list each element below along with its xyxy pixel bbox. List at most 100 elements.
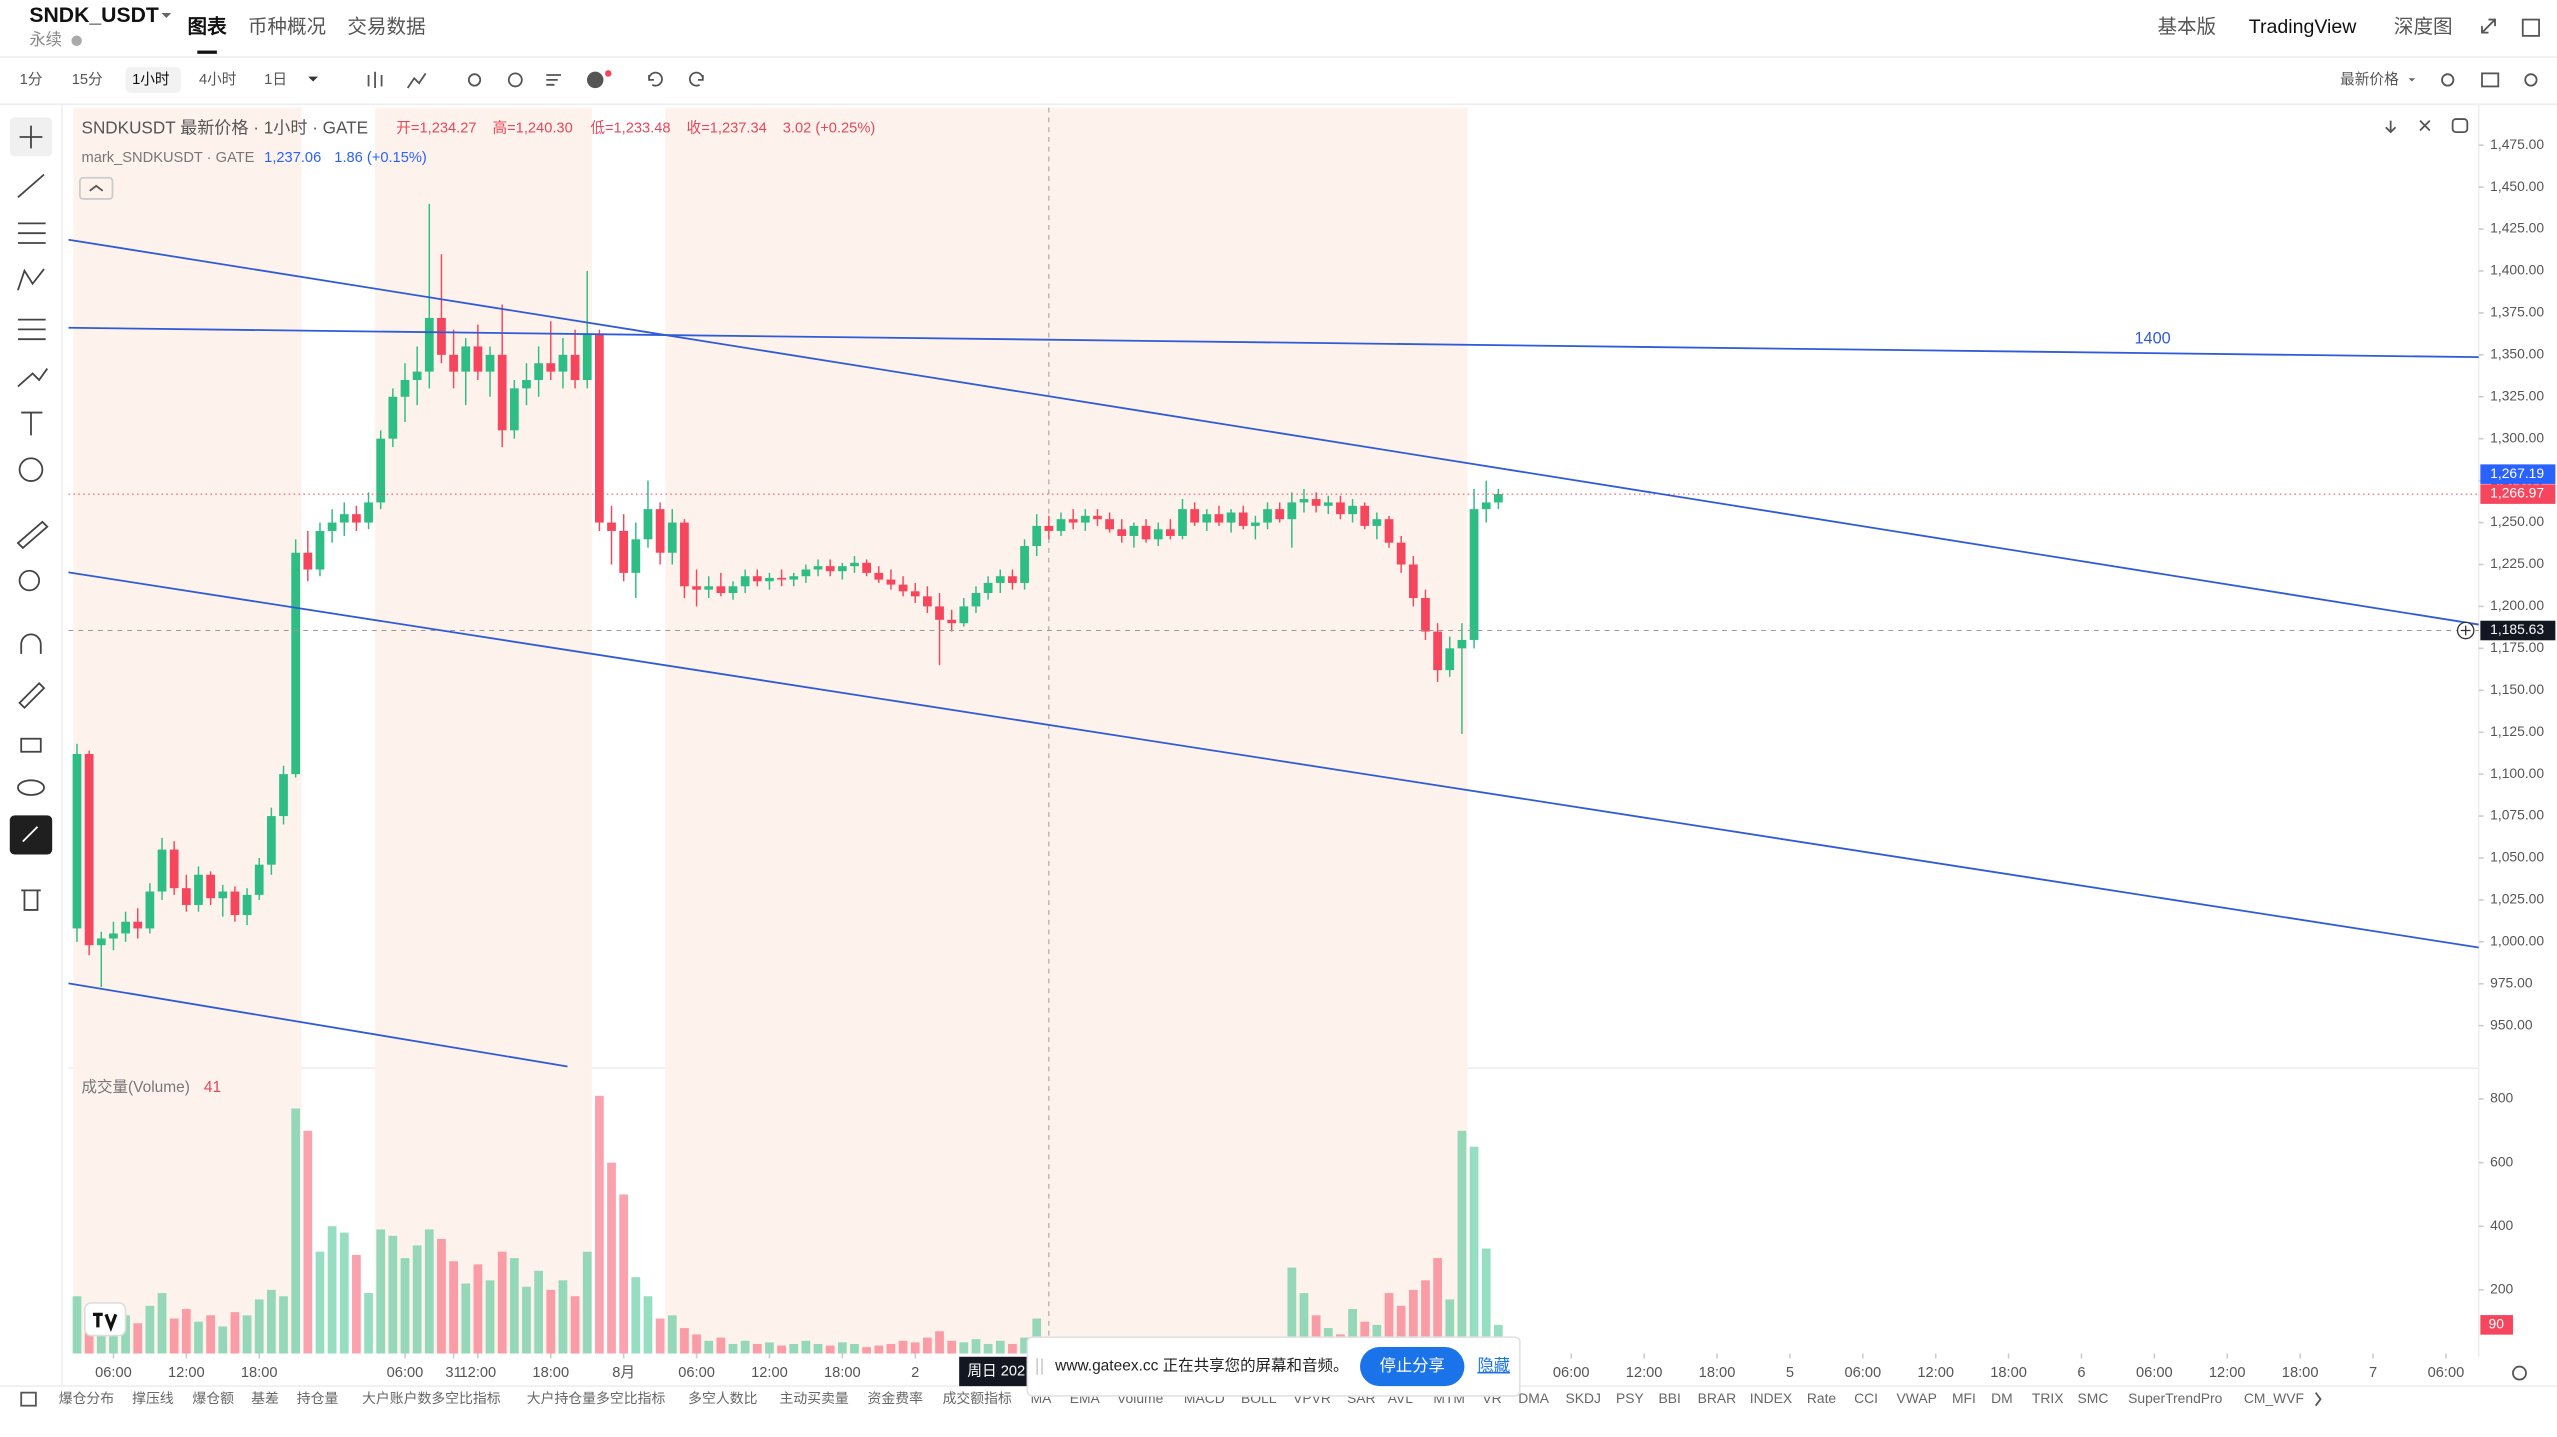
delete-tool[interactable] [21, 889, 41, 911]
indicator[interactable]: SMC [2078, 1390, 2109, 1406]
indicator[interactable]: 主动买卖量 [779, 1390, 848, 1406]
volume-bar [412, 1245, 422, 1354]
indicator[interactable]: 爆仓额 [192, 1390, 234, 1406]
indicator[interactable]: VWAP [1897, 1390, 1937, 1406]
interval[interactable]: 15分 [72, 71, 103, 88]
dropdown[interactable] [308, 76, 318, 82]
redo-icon[interactable] [688, 71, 704, 87]
indicator[interactable]: SKDJ [1566, 1390, 1601, 1406]
indicator[interactable]: 成交额指标 [943, 1390, 1012, 1406]
indicator[interactable]: TRIX [2032, 1390, 2064, 1406]
lock-tool[interactable] [20, 737, 42, 753]
hide-link[interactable]: 隐藏 [1477, 1357, 1510, 1375]
indicator[interactable]: MFI [1952, 1390, 1976, 1406]
interval[interactable]: 1小时 [132, 71, 170, 88]
brush-tool[interactable] [17, 368, 49, 388]
indicator-icon[interactable] [406, 72, 427, 89]
indicator[interactable]: 大户持仓量多空比指标 [527, 1390, 666, 1406]
magnet-tool[interactable] [20, 633, 42, 654]
trend-line[interactable] [68, 238, 2479, 626]
settings-icon[interactable] [2524, 73, 2538, 87]
interval[interactable]: 1日 [264, 72, 287, 88]
volume-bar [631, 1277, 641, 1354]
undo-icon[interactable] [648, 71, 663, 87]
tab[interactable]: 图表 [188, 15, 228, 38]
interval[interactable]: 1分 [20, 71, 43, 88]
maximize-icon[interactable] [2451, 118, 2469, 133]
zoom-tool[interactable] [18, 569, 41, 592]
indicator[interactable]: CM_WVF [2244, 1390, 2304, 1406]
trend-line[interactable] [68, 982, 568, 1068]
emoji-tool[interactable] [18, 457, 44, 482]
nav-link[interactable]: TradingView [2249, 16, 2357, 38]
window-icon[interactable] [2521, 18, 2540, 37]
fib-tool[interactable] [17, 222, 46, 244]
nav-link[interactable]: 深度图 [2394, 16, 2453, 38]
axis-settings[interactable] [2512, 1365, 2527, 1381]
replay-icon[interactable] [507, 72, 523, 88]
projection-tool[interactable] [17, 318, 46, 341]
indicator[interactable]: DMA [1518, 1390, 1550, 1406]
chart-type-icon[interactable] [367, 71, 383, 89]
link-tool[interactable] [22, 826, 39, 843]
x-tick-label: 06:00 [95, 1365, 132, 1381]
candle-body [1384, 519, 1394, 543]
hide-tool[interactable] [17, 779, 45, 796]
indicator[interactable]: BBI [1658, 1390, 1680, 1406]
template-icon[interactable] [546, 74, 561, 86]
candle-body [1275, 509, 1285, 520]
plus [2460, 625, 2471, 636]
candle-body [740, 576, 750, 587]
tab[interactable]: 交易数据 [347, 16, 425, 38]
indicator[interactable]: 多空人数比 [688, 1390, 757, 1406]
indicator[interactable]: 爆仓分布 [59, 1390, 115, 1406]
stop-label[interactable]: 停止分享 [1380, 1357, 1445, 1375]
indicator[interactable]: Rate [1807, 1390, 1837, 1406]
indicator[interactable]: 基差 [251, 1390, 279, 1406]
fullscreen-icon[interactable] [2481, 18, 2496, 34]
indicator[interactable]: 大户账户数多空比指标 [362, 1390, 501, 1406]
search-icon[interactable] [2441, 73, 2455, 87]
stop-button[interactable] [1360, 1346, 1465, 1387]
indicator[interactable]: PSY [1616, 1390, 1644, 1406]
lock-draw-tool[interactable] [18, 682, 46, 710]
alert-icon[interactable] [467, 73, 482, 87]
camera-icon[interactable] [2481, 72, 2500, 88]
calendar-icon[interactable] [20, 1391, 37, 1407]
text-tool[interactable] [21, 411, 43, 436]
drawing-tools [9, 117, 53, 911]
trend-line[interactable] [68, 571, 2479, 949]
collapse-icon[interactable] [2419, 120, 2431, 132]
trend-line[interactable] [68, 326, 2479, 359]
plot [68, 107, 2479, 1354]
pattern-tool[interactable] [17, 268, 45, 291]
indicator[interactable]: SuperTrendPro [2128, 1390, 2223, 1406]
indicator[interactable]: DM [1991, 1390, 2013, 1406]
candle-body [1299, 499, 1309, 503]
add-icon[interactable] [586, 71, 604, 89]
volume-bar [279, 1296, 288, 1354]
line-tool[interactable] [17, 173, 45, 198]
indicator[interactable]: BRAR [1698, 1390, 1737, 1406]
nav-link[interactable]: 基本版 [2157, 16, 2216, 38]
indicator[interactable]: 撑压线 [132, 1390, 174, 1406]
indicator[interactable]: 资金费率 [868, 1390, 924, 1406]
more-arrow[interactable] [2314, 1392, 2322, 1407]
ruler-tool[interactable] [16, 520, 49, 550]
candle-body [509, 388, 519, 431]
indicator[interactable]: INDEX [1750, 1390, 1792, 1406]
dropdown[interactable] [2408, 78, 2416, 82]
info-icon[interactable] [71, 35, 82, 46]
crosshair-tool[interactable] [19, 125, 43, 149]
candle-body [716, 586, 726, 593]
indicator[interactable]: CCI [1854, 1390, 1878, 1406]
candle-body [485, 354, 495, 372]
collapse-button[interactable] [79, 176, 114, 200]
dropdown[interactable] [161, 13, 172, 18]
symbol[interactable]: SNDK_USDT [29, 4, 159, 27]
price-source[interactable]: 最新价格 [2340, 71, 2399, 88]
scroll-icon[interactable] [2385, 120, 2397, 134]
interval[interactable]: 4小时 [199, 71, 237, 88]
indicator[interactable]: 持仓量 [297, 1390, 339, 1406]
tab[interactable]: 币种概况 [248, 16, 326, 38]
